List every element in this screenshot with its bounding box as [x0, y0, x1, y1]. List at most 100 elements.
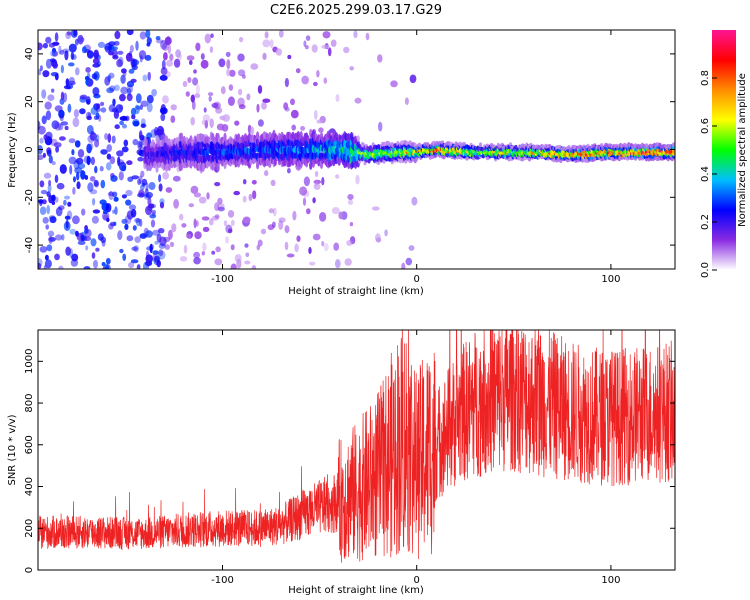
spectrogram-cell	[273, 207, 277, 217]
spectrogram-cell	[301, 75, 310, 85]
spectrogram-cell	[242, 179, 247, 185]
spectrogram-cell	[229, 69, 236, 77]
spectrogram-cell	[38, 262, 42, 269]
spectrogram-cell	[269, 39, 274, 49]
spectrogram-cell	[252, 190, 257, 200]
spectrogram-cell	[109, 85, 116, 92]
spectrogram-cell	[54, 32, 59, 42]
spectrogram-cell	[102, 211, 110, 221]
spectrogram-cell	[187, 77, 192, 83]
spectrogram-cell	[175, 49, 182, 58]
spectrogram-cell	[101, 262, 106, 267]
spectrogram-cell	[188, 203, 194, 208]
spectrogram-cell	[228, 84, 234, 91]
spectrogram-cell	[173, 198, 180, 209]
spectrogram-cell	[139, 55, 143, 63]
spectrogram-cell	[309, 261, 316, 266]
spectrogram-cell	[166, 59, 173, 67]
spectrogram-cell	[105, 258, 111, 265]
spectrogram-cell	[193, 257, 201, 265]
spectrogram-cell	[242, 195, 247, 203]
spectrogram-cell	[146, 94, 154, 104]
spectrogram-cell	[86, 50, 94, 59]
spectrogram-cell	[147, 71, 151, 81]
spectrogram-cell	[64, 50, 69, 61]
spectrogram-cell	[93, 52, 99, 59]
spectrogram-cell	[121, 165, 127, 172]
spectrogram-cell	[257, 119, 264, 127]
colorbar-tick-label: 0.8	[700, 70, 711, 86]
spectrogram-cell	[211, 250, 216, 255]
spectrogram-cell	[84, 175, 89, 180]
spectrogram-cell	[54, 174, 59, 183]
spectrogram-cell	[264, 170, 269, 177]
spectrogram-cell	[107, 133, 112, 143]
spectrogram-cell	[49, 216, 57, 224]
snr-ytick-label: 1000	[24, 349, 35, 374]
spectrogram-cell	[165, 187, 173, 193]
spectrogram-cell	[215, 107, 223, 114]
spectrogram-cell	[138, 130, 143, 140]
spectrogram-cell	[292, 210, 297, 221]
snr-xtick-label: 100	[601, 575, 620, 586]
spectrogram-cell	[101, 240, 106, 247]
spectrogram-cell	[73, 159, 80, 170]
spectrogram-cell	[204, 119, 209, 129]
snr-ytick-label: 600	[24, 435, 35, 454]
spectrogram-cell	[356, 135, 360, 143]
spectrogram-cell	[355, 174, 360, 185]
spectrogram-cell	[190, 116, 195, 126]
spectrogram-cell	[100, 101, 105, 107]
snr-ylabel: SNR (10 * v/v)	[7, 414, 18, 485]
spectrogram-cell	[164, 36, 172, 46]
spectrogram-cell	[241, 74, 246, 79]
spectrogram-cell	[69, 164, 73, 175]
spectrogram-cell	[94, 181, 99, 188]
spectrogram-cell	[333, 242, 340, 251]
spectrogram-cell	[170, 115, 176, 123]
spectrogram-cell	[46, 244, 53, 252]
spectrogram-cell	[67, 103, 72, 113]
spectrogram-cell	[218, 58, 226, 68]
spectrogram-cell	[122, 115, 126, 121]
spectrogram-cell	[79, 108, 86, 115]
spectrogram-cell	[44, 254, 49, 261]
snr-ytick-label: 0	[24, 567, 35, 573]
spectrogram-cell	[158, 243, 166, 250]
spectrogram-cell	[39, 65, 44, 72]
spectrogram-xtick-label: -100	[211, 274, 234, 285]
spectrogram-cell	[105, 162, 112, 171]
spectrogram-cell	[41, 115, 47, 125]
spectrogram-cell	[192, 77, 199, 86]
spectrogram-cell	[237, 69, 246, 77]
spectrogram-cell	[47, 184, 52, 193]
spectrogram-cell	[51, 50, 59, 57]
snr-xtick-label: -100	[211, 575, 234, 586]
spectrogram-ytick-label: 0	[24, 146, 35, 152]
spectrogram-cell	[65, 31, 72, 40]
spectrogram-cell	[80, 234, 85, 242]
spectrogram-cell	[223, 220, 228, 227]
spectrogram-cell	[202, 114, 211, 123]
spectrogram-cell	[50, 72, 59, 77]
spectrogram-cell	[131, 58, 138, 67]
spectrogram-cell	[314, 170, 319, 178]
spectrogram-cell	[75, 230, 79, 237]
snr-xlabel: Height of straight line (km)	[288, 585, 424, 596]
spectrogram-cell	[214, 258, 223, 266]
spectrogram-cell	[137, 178, 142, 185]
spectrogram-cell	[344, 258, 352, 266]
spectrogram-cell	[92, 87, 100, 96]
spectrogram-cell	[67, 201, 72, 207]
spectrogram-cell	[103, 209, 108, 215]
spectrogram-cell	[47, 230, 55, 237]
spectrogram-cell	[284, 225, 290, 234]
spectrogram-cell	[398, 158, 402, 164]
spectrogram-cell	[141, 178, 148, 186]
spectrogram-cell	[322, 31, 331, 39]
spectrogram-cell	[54, 196, 59, 203]
spectrogram-cell	[121, 68, 127, 74]
spectrogram-cell	[93, 259, 98, 269]
spectrogram-cell	[106, 153, 112, 160]
spectrogram-cell	[256, 103, 260, 113]
